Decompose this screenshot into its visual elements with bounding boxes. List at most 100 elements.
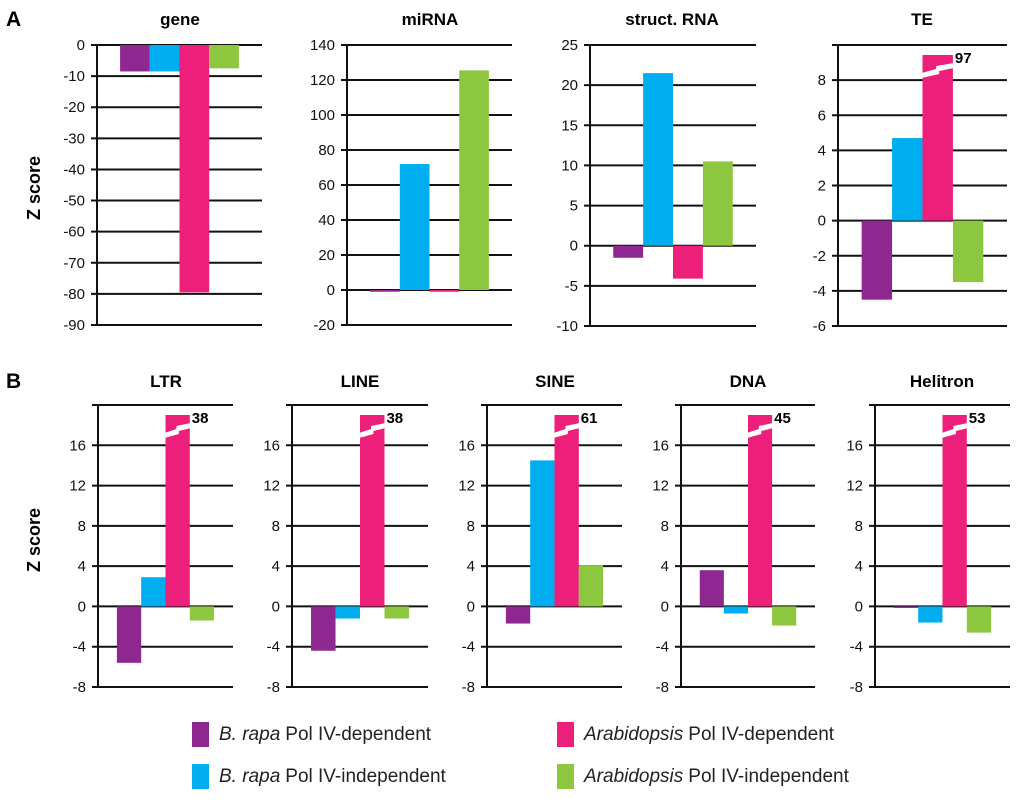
bar: [554, 415, 579, 607]
y-tick-label: 8: [272, 518, 280, 535]
legend-species: B. rapa: [219, 723, 281, 745]
y-tick-label: 40: [318, 212, 335, 229]
bar: [966, 606, 992, 633]
y-tick-label: 25: [561, 37, 578, 54]
y-tick-label: 4: [78, 558, 86, 575]
y-tick-label: 16: [846, 437, 863, 454]
legend-label: Pol IV-independent: [688, 765, 849, 787]
axis-break-mark: [164, 423, 191, 438]
bar-value-label: 53: [969, 410, 986, 427]
bar: [384, 606, 409, 619]
y-tick-label: -80: [63, 286, 85, 303]
bar: [335, 606, 360, 619]
y-axis-label-b: Z score: [24, 508, 44, 572]
y-tick-label: 0: [661, 598, 669, 615]
y-tick-label: -2: [813, 248, 826, 265]
chart-title: TE: [911, 10, 933, 29]
legend-item: Arabidopsis Pol IV-dependent: [557, 722, 834, 747]
y-tick-label: -8: [73, 679, 86, 696]
bar: [748, 415, 773, 607]
y-tick-label: 4: [818, 142, 826, 159]
y-tick-label: -50: [63, 193, 85, 210]
bar: [772, 606, 797, 626]
y-tick-label: 8: [855, 518, 863, 535]
legend-species: B. rapa: [219, 765, 281, 787]
bar: [311, 606, 336, 651]
y-tick-label: 8: [78, 518, 86, 535]
y-tick-label: 16: [652, 437, 669, 454]
y-tick-label: -30: [63, 130, 85, 147]
bar: [942, 415, 967, 607]
axis-break-mark: [553, 423, 580, 438]
y-tick-label: 4: [661, 558, 669, 575]
y-tick-label: -4: [850, 639, 863, 656]
axis-break-mark: [747, 423, 774, 438]
bar: [699, 570, 724, 607]
bar-value-label: 38: [386, 410, 403, 427]
y-tick-label: 0: [78, 598, 86, 615]
y-tick-label: -10: [63, 68, 85, 85]
legend-item: B. rapa Pol IV-independent: [192, 764, 446, 789]
y-tick-label: 16: [263, 437, 280, 454]
bar: [861, 220, 893, 300]
bar: [613, 245, 644, 258]
y-tick-label: 12: [458, 478, 475, 495]
y-tick-label: 0: [272, 598, 280, 615]
legend: B. rapa Pol IV-dependent Arabidopsis Pol…: [192, 722, 952, 802]
y-tick-label: -4: [813, 283, 826, 300]
legend-species: Arabidopsis: [584, 765, 684, 787]
bar: [459, 70, 489, 290]
y-tick-label: 0: [327, 282, 335, 299]
legend-item: B. rapa Pol IV-dependent: [192, 722, 431, 747]
y-tick-label: 5: [570, 198, 578, 215]
y-tick-label: 8: [818, 72, 826, 89]
bar: [149, 45, 180, 72]
bar: [370, 290, 400, 292]
y-tick-label: -6: [813, 318, 826, 335]
y-tick-label: 4: [467, 558, 475, 575]
y-tick-label: 0: [855, 598, 863, 615]
panel-letter-a: A: [6, 8, 21, 31]
y-tick-label: 16: [458, 437, 475, 454]
legend-species: Arabidopsis: [584, 723, 684, 745]
y-tick-label: -20: [63, 99, 85, 116]
y-tick-label: 8: [467, 518, 475, 535]
y-tick-label: 16: [69, 437, 86, 454]
y-tick-label: 15: [561, 117, 578, 134]
chart-title: Helitron: [910, 372, 974, 391]
y-tick-label: 2: [818, 178, 826, 195]
chart-title: miRNA: [402, 10, 459, 29]
bar-value-label: 45: [774, 410, 791, 427]
y-tick-label: -4: [462, 639, 475, 656]
bar: [578, 565, 604, 607]
bar: [399, 164, 430, 290]
y-tick-label: 8: [661, 518, 669, 535]
y-tick-label: 6: [818, 107, 826, 124]
legend-item: Arabidopsis Pol IV-independent: [557, 764, 849, 789]
y-tick-label: 0: [570, 238, 578, 255]
y-tick-label: 100: [310, 107, 335, 124]
figure: A B Z score Z score gene0-10-20-30-40-50…: [6, 8, 1010, 696]
bar: [120, 45, 150, 72]
axis-break-mark: [359, 423, 386, 438]
axis-break-mark: [921, 63, 954, 78]
y-tick-label: -8: [462, 679, 475, 696]
chart-title: gene: [160, 10, 200, 29]
bar: [723, 606, 748, 614]
chart-title: struct. RNA: [625, 10, 719, 29]
legend-swatch: [192, 764, 209, 789]
bar: [893, 606, 919, 608]
chart-title: LINE: [341, 372, 380, 391]
y-tick-label: -60: [63, 224, 85, 241]
y-tick-label: -4: [656, 639, 669, 656]
y-tick-label: 4: [272, 558, 280, 575]
bar: [952, 220, 984, 283]
bar: [892, 138, 923, 221]
bar: [673, 245, 703, 279]
y-tick-label: -70: [63, 255, 85, 272]
y-tick-label: -4: [267, 639, 280, 656]
bar: [505, 606, 531, 624]
bar: [209, 45, 239, 69]
legend-swatch: [557, 764, 574, 789]
y-tick-label: 120: [310, 72, 335, 89]
